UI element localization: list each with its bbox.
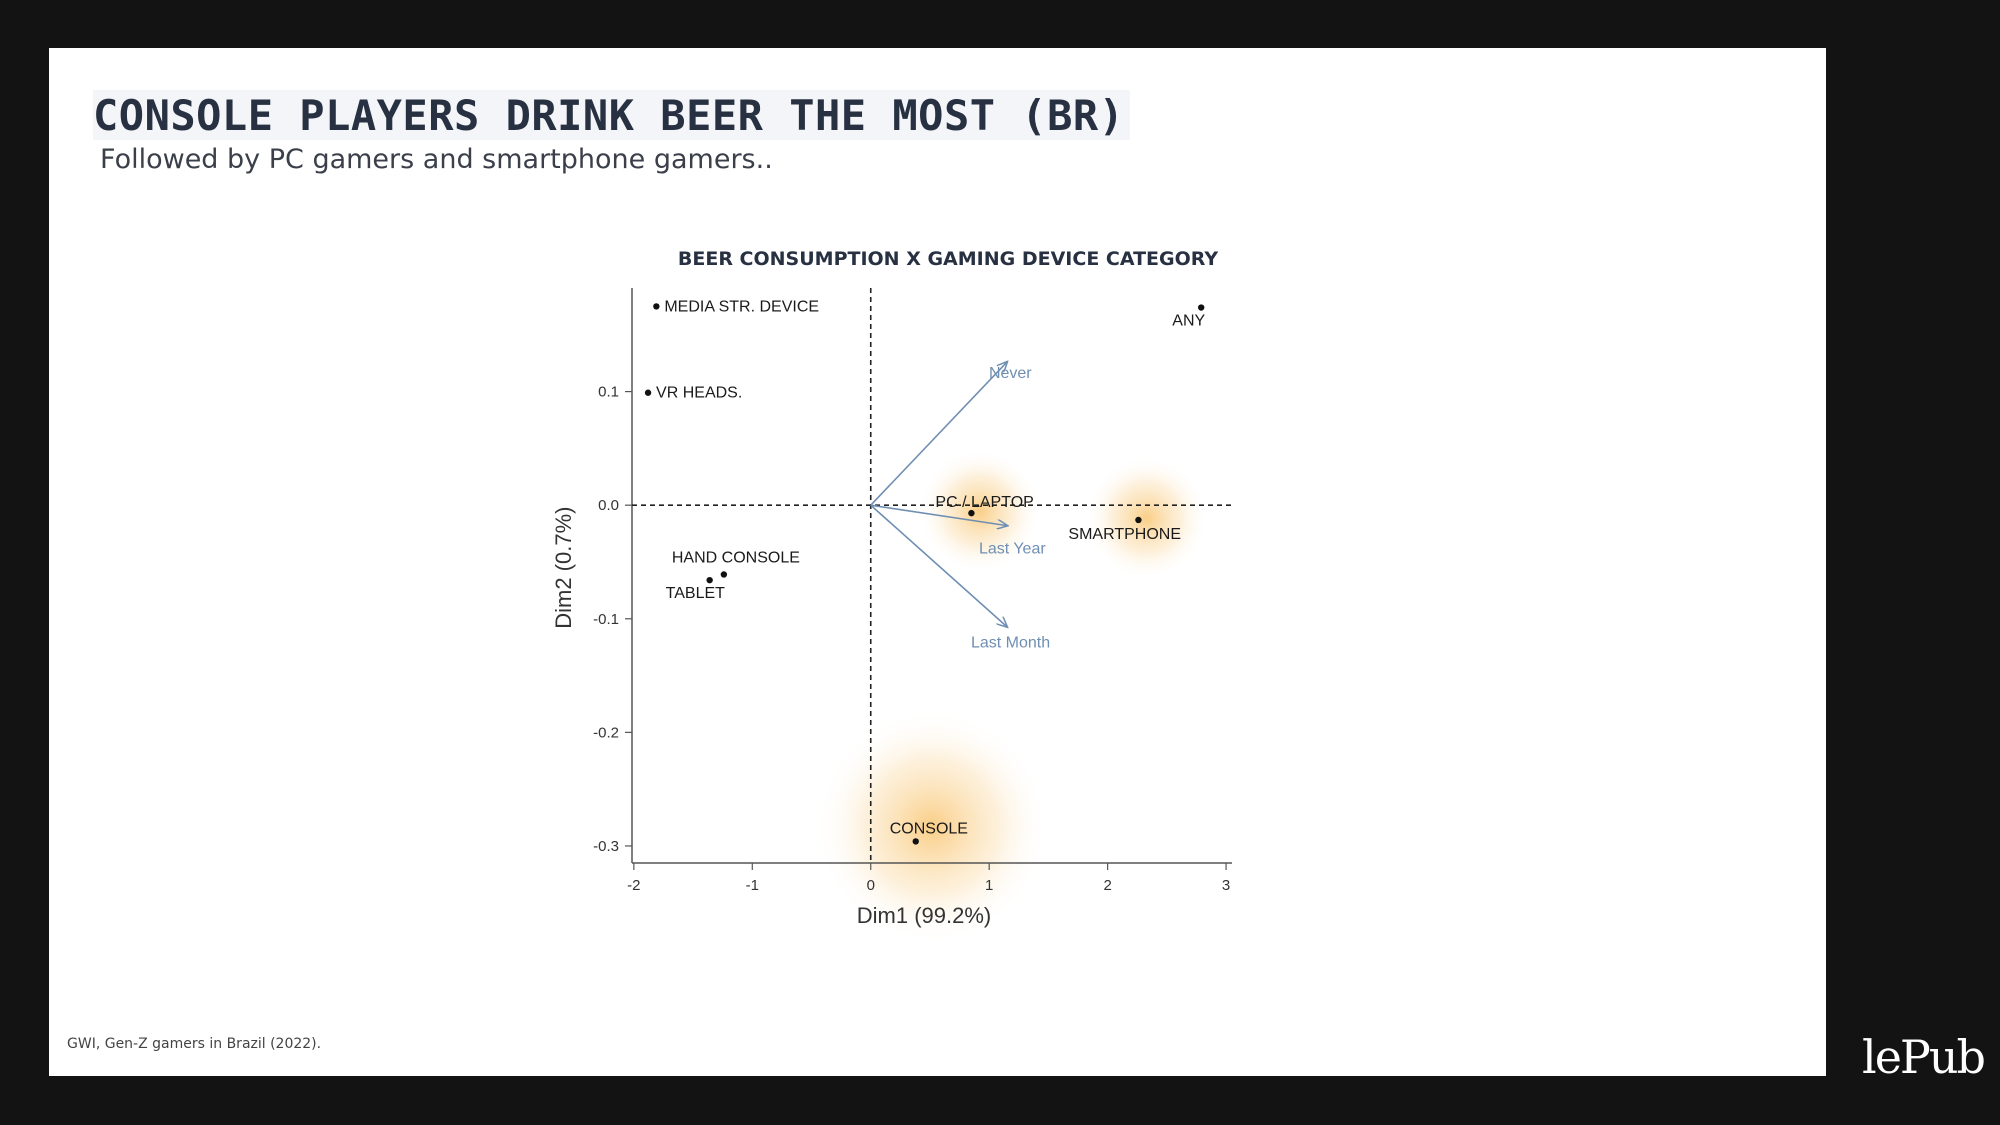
beer-consumption-chart: BEER CONSUMPTION X GAMING DEVICE CATEGOR… <box>551 248 1232 945</box>
x-tick-label: 0 <box>867 877 875 894</box>
point-label: VR HEADS. <box>656 385 742 402</box>
x-tick-label: 1 <box>985 877 993 894</box>
arrow-last-year <box>870 504 1007 525</box>
chart-title: BEER CONSUMPTION X GAMING DEVICE CATEGOR… <box>678 248 1218 270</box>
x-tick-label: 2 <box>1103 877 1111 894</box>
source-note: GWI, Gen-Z gamers in Brazil (2022). <box>67 1036 322 1052</box>
data-point <box>706 576 713 584</box>
lepub-logo: lePub <box>1862 1030 1986 1084</box>
page-subtitle: Followed by PC gamers and smartphone gam… <box>100 144 773 175</box>
point-label: CONSOLE <box>890 820 968 837</box>
y-tick-label: -0.2 <box>593 724 619 741</box>
data-point <box>1198 304 1205 311</box>
data-point <box>912 838 919 845</box>
highlight-glow <box>917 449 1042 574</box>
highlight-glow <box>1084 455 1209 580</box>
arrow-last-month <box>870 504 1007 627</box>
x-tick-label: 3 <box>1222 877 1230 894</box>
y-tick-label: -0.1 <box>593 611 619 628</box>
data-point <box>720 571 728 578</box>
x-tick-label: -2 <box>627 877 640 894</box>
y-tick-label: 0.0 <box>598 497 619 514</box>
arrow-never <box>870 362 1007 506</box>
data-point <box>1135 516 1142 524</box>
x-tick-label: -1 <box>746 877 759 894</box>
data-point <box>968 509 975 517</box>
point-label: SMARTPHONE <box>1068 526 1181 543</box>
x-axis-label: Dim1 (99.2%) <box>857 903 991 928</box>
point-label: MEDIA STR. DEVICE <box>664 298 819 315</box>
arrow-label: Last Year <box>979 541 1046 558</box>
point-label: ANY <box>1172 313 1205 330</box>
point-label: TABLET <box>666 585 726 602</box>
data-point <box>653 303 660 310</box>
slide: CONSOLE PLAYERS DRINK BEER THE MOST (BR)… <box>49 48 1826 1076</box>
data-point <box>644 389 652 396</box>
highlight-glow <box>813 708 1050 945</box>
page-title: CONSOLE PLAYERS DRINK BEER THE MOST (BR) <box>93 90 1131 141</box>
point-label: HAND CONSOLE <box>672 549 800 566</box>
arrow-label: Never <box>989 365 1032 382</box>
y-axis-label: Dim2 (0.7%) <box>551 507 576 629</box>
y-tick-label: -0.3 <box>593 838 619 855</box>
arrow-label: Last Month <box>971 635 1050 652</box>
y-tick-label: 0.1 <box>598 384 619 401</box>
point-label: PC / LAPTOP <box>935 494 1033 511</box>
